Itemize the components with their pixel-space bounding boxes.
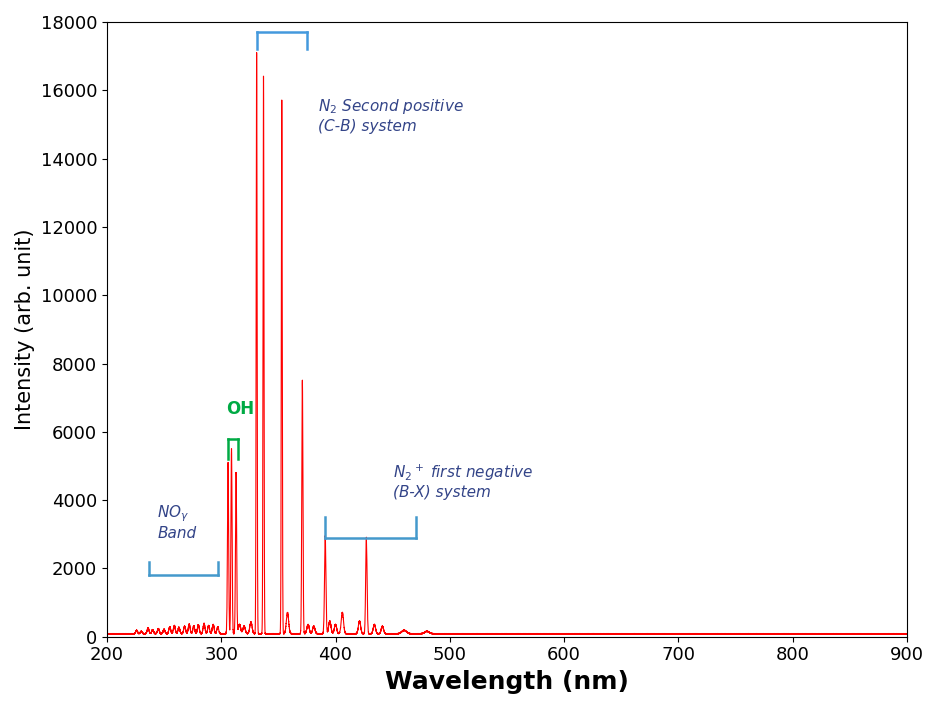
X-axis label: Wavelength (nm): Wavelength (nm) xyxy=(385,670,629,694)
Text: OH: OH xyxy=(225,400,254,418)
Text: N$_2$$^+$ first negative
(B-X) system: N$_2$$^+$ first negative (B-X) system xyxy=(393,462,532,501)
Text: N$_2$ Second positive
(C-B) system: N$_2$ Second positive (C-B) system xyxy=(318,97,464,133)
Text: NO$_{\gamma}$
Band: NO$_{\gamma}$ Band xyxy=(157,503,196,541)
Y-axis label: Intensity (arb. unit): Intensity (arb. unit) xyxy=(15,228,35,430)
